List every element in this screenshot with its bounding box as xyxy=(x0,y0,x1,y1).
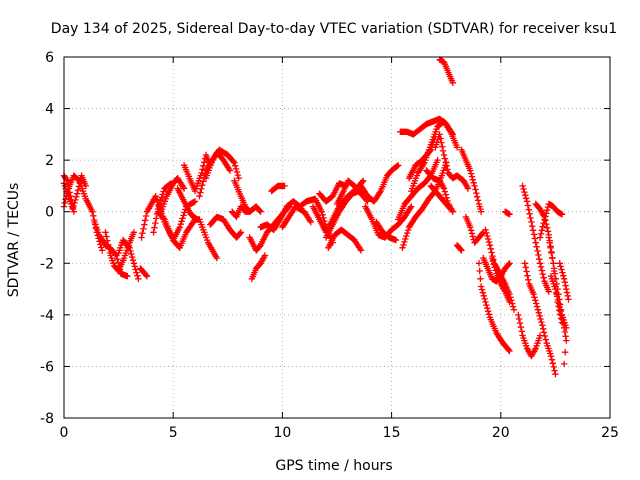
data-point-track xyxy=(536,200,566,241)
x-axis-label: GPS time / hours xyxy=(275,458,392,474)
x-tick-label: 25 xyxy=(601,425,619,441)
data-point-track xyxy=(462,213,487,246)
data-point-track xyxy=(316,180,349,205)
data-point-track xyxy=(174,185,201,223)
data-point-track xyxy=(207,213,245,241)
data-point-track xyxy=(373,218,400,244)
y-tick-label: 6 xyxy=(45,50,54,66)
data-point-track xyxy=(231,177,264,215)
data-point-track xyxy=(115,236,142,282)
data-point-track xyxy=(395,156,441,223)
y-tick-label: 0 xyxy=(45,205,54,221)
data-point-track xyxy=(519,182,552,295)
series-sdtvar xyxy=(60,56,572,378)
plot-frame xyxy=(63,56,611,419)
data-point-track xyxy=(202,149,234,182)
y-axis-label: SDTVAR / TECUs xyxy=(6,183,22,298)
data-point-track xyxy=(521,260,559,378)
data-point-track xyxy=(475,260,513,355)
data-point-track xyxy=(397,115,456,138)
data-point-track xyxy=(399,159,450,251)
data-point-track xyxy=(432,131,472,192)
axis-ticks: 0 5 10 15 20 25 -8 -6 -4 -2 0 2 4 6 xyxy=(40,50,619,441)
data-point-track xyxy=(248,252,269,282)
data-point-track xyxy=(488,254,513,306)
data-point-track xyxy=(357,162,402,205)
data-point-track xyxy=(547,273,570,368)
y-tick-label: -2 xyxy=(40,256,54,272)
data-point-track xyxy=(268,182,288,195)
x-tick-label: 15 xyxy=(383,425,401,441)
x-tick-label: 0 xyxy=(60,425,69,441)
data-point-track xyxy=(502,208,513,218)
x-tick-label: 10 xyxy=(273,425,291,441)
data-point-track xyxy=(405,133,439,182)
data-point-track xyxy=(515,311,544,360)
y-tick-label: -4 xyxy=(40,308,54,324)
x-tick-label: 20 xyxy=(492,425,510,441)
data-point-track xyxy=(458,146,485,215)
data-point-track xyxy=(453,242,465,254)
data-point-track xyxy=(279,203,314,231)
data-point-track xyxy=(325,226,365,254)
data-point-track xyxy=(423,167,456,215)
data-point-track xyxy=(257,195,336,246)
data-point-track xyxy=(436,56,456,86)
data-point-track xyxy=(180,151,214,195)
data-point-track xyxy=(333,177,371,208)
data-point-track xyxy=(556,260,572,303)
y-tick-label: 4 xyxy=(45,102,54,118)
data-point-track xyxy=(322,187,362,241)
y-tick-label: 2 xyxy=(45,153,54,169)
data-point-track xyxy=(137,265,151,280)
data-points xyxy=(60,56,572,378)
x-tick-label: 5 xyxy=(169,425,178,441)
y-tick-label: -8 xyxy=(40,411,54,427)
chart-title: Day 134 of 2025, Sidereal Day-to-day VTE… xyxy=(51,21,617,37)
y-tick-label: -6 xyxy=(40,359,54,375)
